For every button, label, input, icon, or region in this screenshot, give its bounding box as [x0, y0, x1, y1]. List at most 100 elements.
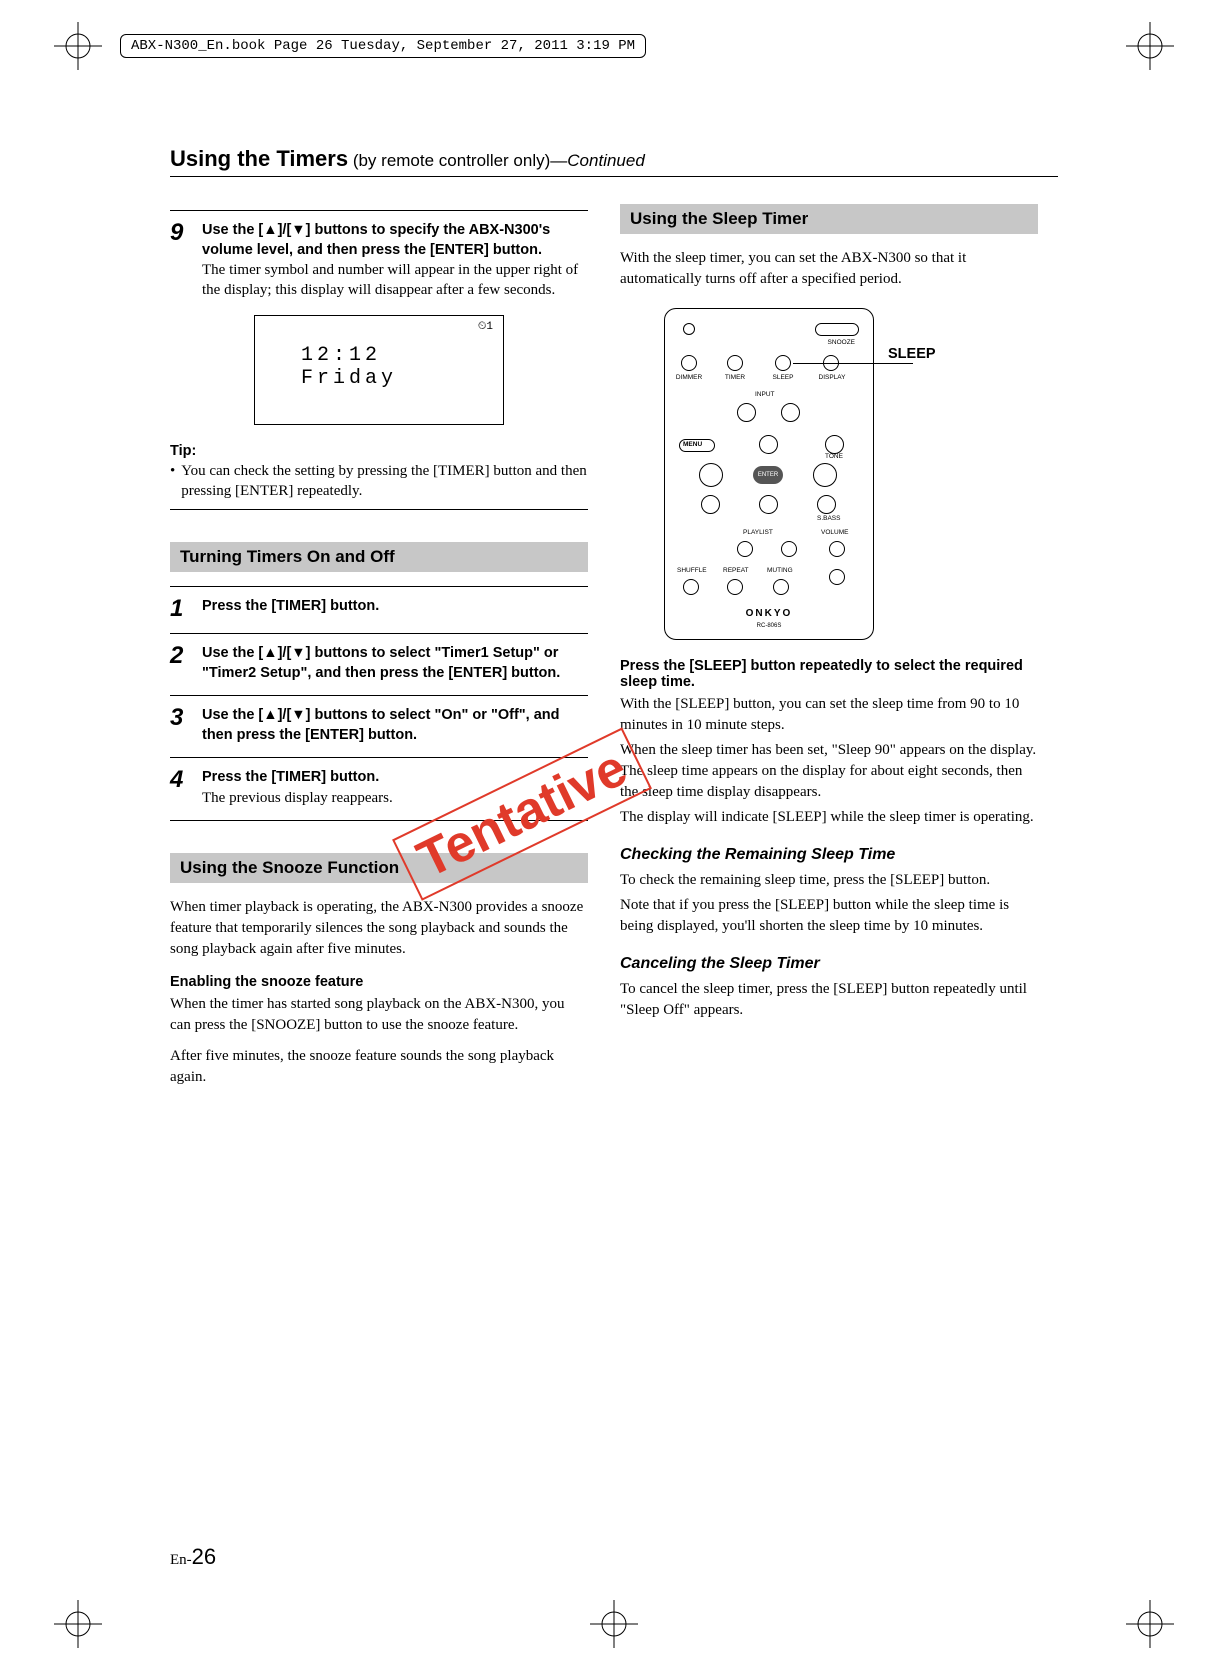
page-prefix: En- — [170, 1552, 192, 1568]
page-title-row: Using the Timers (by remote controller o… — [170, 146, 1058, 177]
tip-label: Tip: — [170, 443, 588, 459]
step-4: 4 Press the [TIMER] button. The previous… — [170, 768, 588, 808]
down-button — [759, 495, 778, 514]
step-number: 3 — [170, 706, 192, 745]
display-label: DISPLAY — [815, 374, 849, 381]
step-number: 1 — [170, 597, 192, 621]
step-3: 3 Use the [▲]/[▼] buttons to select "On"… — [170, 706, 588, 745]
page-num-value: 26 — [192, 1544, 216, 1569]
snooze-label: SNOOZE — [828, 339, 855, 346]
sleep-p1: With the sleep timer, you can set the AB… — [620, 248, 1038, 290]
page-title: Using the Timers (by remote controller o… — [170, 146, 645, 171]
input-left-button — [737, 403, 756, 422]
sleep-pointer-line — [793, 363, 913, 364]
repeat-button — [727, 579, 743, 595]
sbass-label: S.BASS — [817, 515, 840, 522]
timer-button — [727, 355, 743, 371]
title-main: Using the Timers — [170, 146, 348, 171]
snooze-p2: When the timer has started song playback… — [170, 994, 588, 1036]
sleep-label: SLEEP — [768, 374, 798, 381]
sleep-p4: The display will indicate [SLEEP] while … — [620, 807, 1038, 828]
dimmer-label: DIMMER — [672, 374, 706, 381]
section-turning-timers: Turning Timers On and Off — [170, 542, 588, 572]
step-2: 2 Use the [▲]/[▼] buttons to select "Tim… — [170, 644, 588, 683]
input-label: INPUT — [755, 391, 775, 398]
sleep-p6: Note that if you press the [SLEEP] butto… — [620, 895, 1038, 937]
step-number: 2 — [170, 644, 192, 683]
snooze-p3: After five minutes, the snooze feature s… — [170, 1046, 588, 1088]
volume-up — [829, 541, 845, 557]
tone-dot — [825, 435, 844, 454]
next-button — [813, 463, 837, 487]
enter-button: ENTER — [753, 466, 783, 484]
lcd-display: ⏲1 12:12 Friday — [254, 315, 504, 425]
remote-diagram: SNOOZE DIMMER TIMER SLEEP DISPLAY INPUT … — [664, 308, 874, 640]
playlist-label: PLAYLIST — [743, 529, 773, 536]
step-1: 1 Press the [TIMER] button. — [170, 597, 588, 621]
dimmer-button — [681, 355, 697, 371]
step-instruction: Press the [TIMER] button. — [202, 597, 588, 617]
step-detail: The timer symbol and number will appear … — [202, 260, 588, 301]
volume-down — [829, 569, 845, 585]
step-instruction: Use the [▲]/[▼] buttons to specify the A… — [202, 221, 588, 260]
sleep-p2: With the [SLEEP] button, you can set the… — [620, 694, 1038, 736]
repeat-label: REPEAT — [723, 567, 749, 574]
timer-label: TIMER — [720, 374, 750, 381]
step-instruction: Use the [▲]/[▼] buttons to select "Timer… — [202, 644, 588, 683]
sleep-p7: To cancel the sleep timer, press the [SL… — [620, 979, 1038, 1021]
step-9: 9 Use the [▲]/[▼] buttons to specify the… — [170, 221, 588, 301]
bullet-dot: • — [170, 461, 175, 502]
display-line-1: 12:12 — [301, 344, 503, 367]
volume-label: VOLUME — [821, 529, 848, 536]
playlist-left — [737, 541, 753, 557]
snooze-subheading: Enabling the snooze feature — [170, 974, 588, 990]
title-sub: (by remote controller only) — [348, 151, 550, 170]
crop-mark-bc — [590, 1600, 638, 1648]
step-instruction: Use the [▲]/[▼] buttons to select "On" o… — [202, 706, 588, 745]
model-label: RC-806S — [665, 623, 873, 629]
brand-label: ONKYO — [665, 608, 873, 619]
snooze-button — [815, 323, 859, 336]
file-header: ABX-N300_En.book Page 26 Tuesday, Septem… — [120, 34, 646, 58]
crop-mark-tr — [1126, 22, 1174, 70]
crop-mark-br — [1126, 1600, 1174, 1648]
play-pause-button — [817, 495, 836, 514]
sleep-p5: To check the remaining sleep time, press… — [620, 870, 1038, 891]
check-sleep-heading: Checking the Remaining Sleep Time — [620, 846, 1038, 864]
crop-mark-bl — [54, 1600, 102, 1648]
section-sleep-timer: Using the Sleep Timer — [620, 204, 1038, 234]
playlist-right — [781, 541, 797, 557]
step-detail: The previous display reappears. — [202, 788, 588, 808]
menu-label: MENU — [683, 441, 702, 448]
right-column: Using the Sleep Timer With the sleep tim… — [620, 204, 1038, 1088]
up-button — [759, 435, 778, 454]
left-column: 9 Use the [▲]/[▼] buttons to specify the… — [170, 204, 588, 1088]
section-snooze: Using the Snooze Function — [170, 853, 588, 883]
display-line-2: Friday — [301, 367, 503, 390]
return-button — [701, 495, 720, 514]
sleep-p3: When the sleep timer has been set, "Slee… — [620, 740, 1038, 803]
crop-mark-tl — [54, 22, 102, 70]
tone-label: TONE — [825, 453, 843, 460]
cancel-sleep-heading: Canceling the Sleep Timer — [620, 955, 1038, 973]
tip-item: • You can check the setting by pressing … — [170, 461, 588, 502]
sleep-instruction: Press the [SLEEP] button repeatedly to s… — [620, 658, 1038, 690]
step-number: 9 — [170, 221, 192, 301]
prev-button — [699, 463, 723, 487]
step-number: 4 — [170, 768, 192, 808]
title-dash: — — [550, 151, 567, 170]
title-rule — [170, 176, 1058, 177]
sleep-callout: SLEEP — [888, 346, 936, 362]
muting-label: MUTING — [767, 567, 793, 574]
page-number: En-26 — [170, 1544, 216, 1570]
shuffle-button — [683, 579, 699, 595]
tip-text: You can check the setting by pressing th… — [181, 461, 588, 502]
sleep-button — [775, 355, 791, 371]
timer-icon: ⏲1 — [478, 321, 493, 333]
power-icon — [683, 323, 695, 335]
muting-button — [773, 579, 789, 595]
step-instruction: Press the [TIMER] button. — [202, 768, 588, 788]
input-right-button — [781, 403, 800, 422]
title-continued: Continued — [567, 151, 645, 170]
snooze-p1: When timer playback is operating, the AB… — [170, 897, 588, 960]
